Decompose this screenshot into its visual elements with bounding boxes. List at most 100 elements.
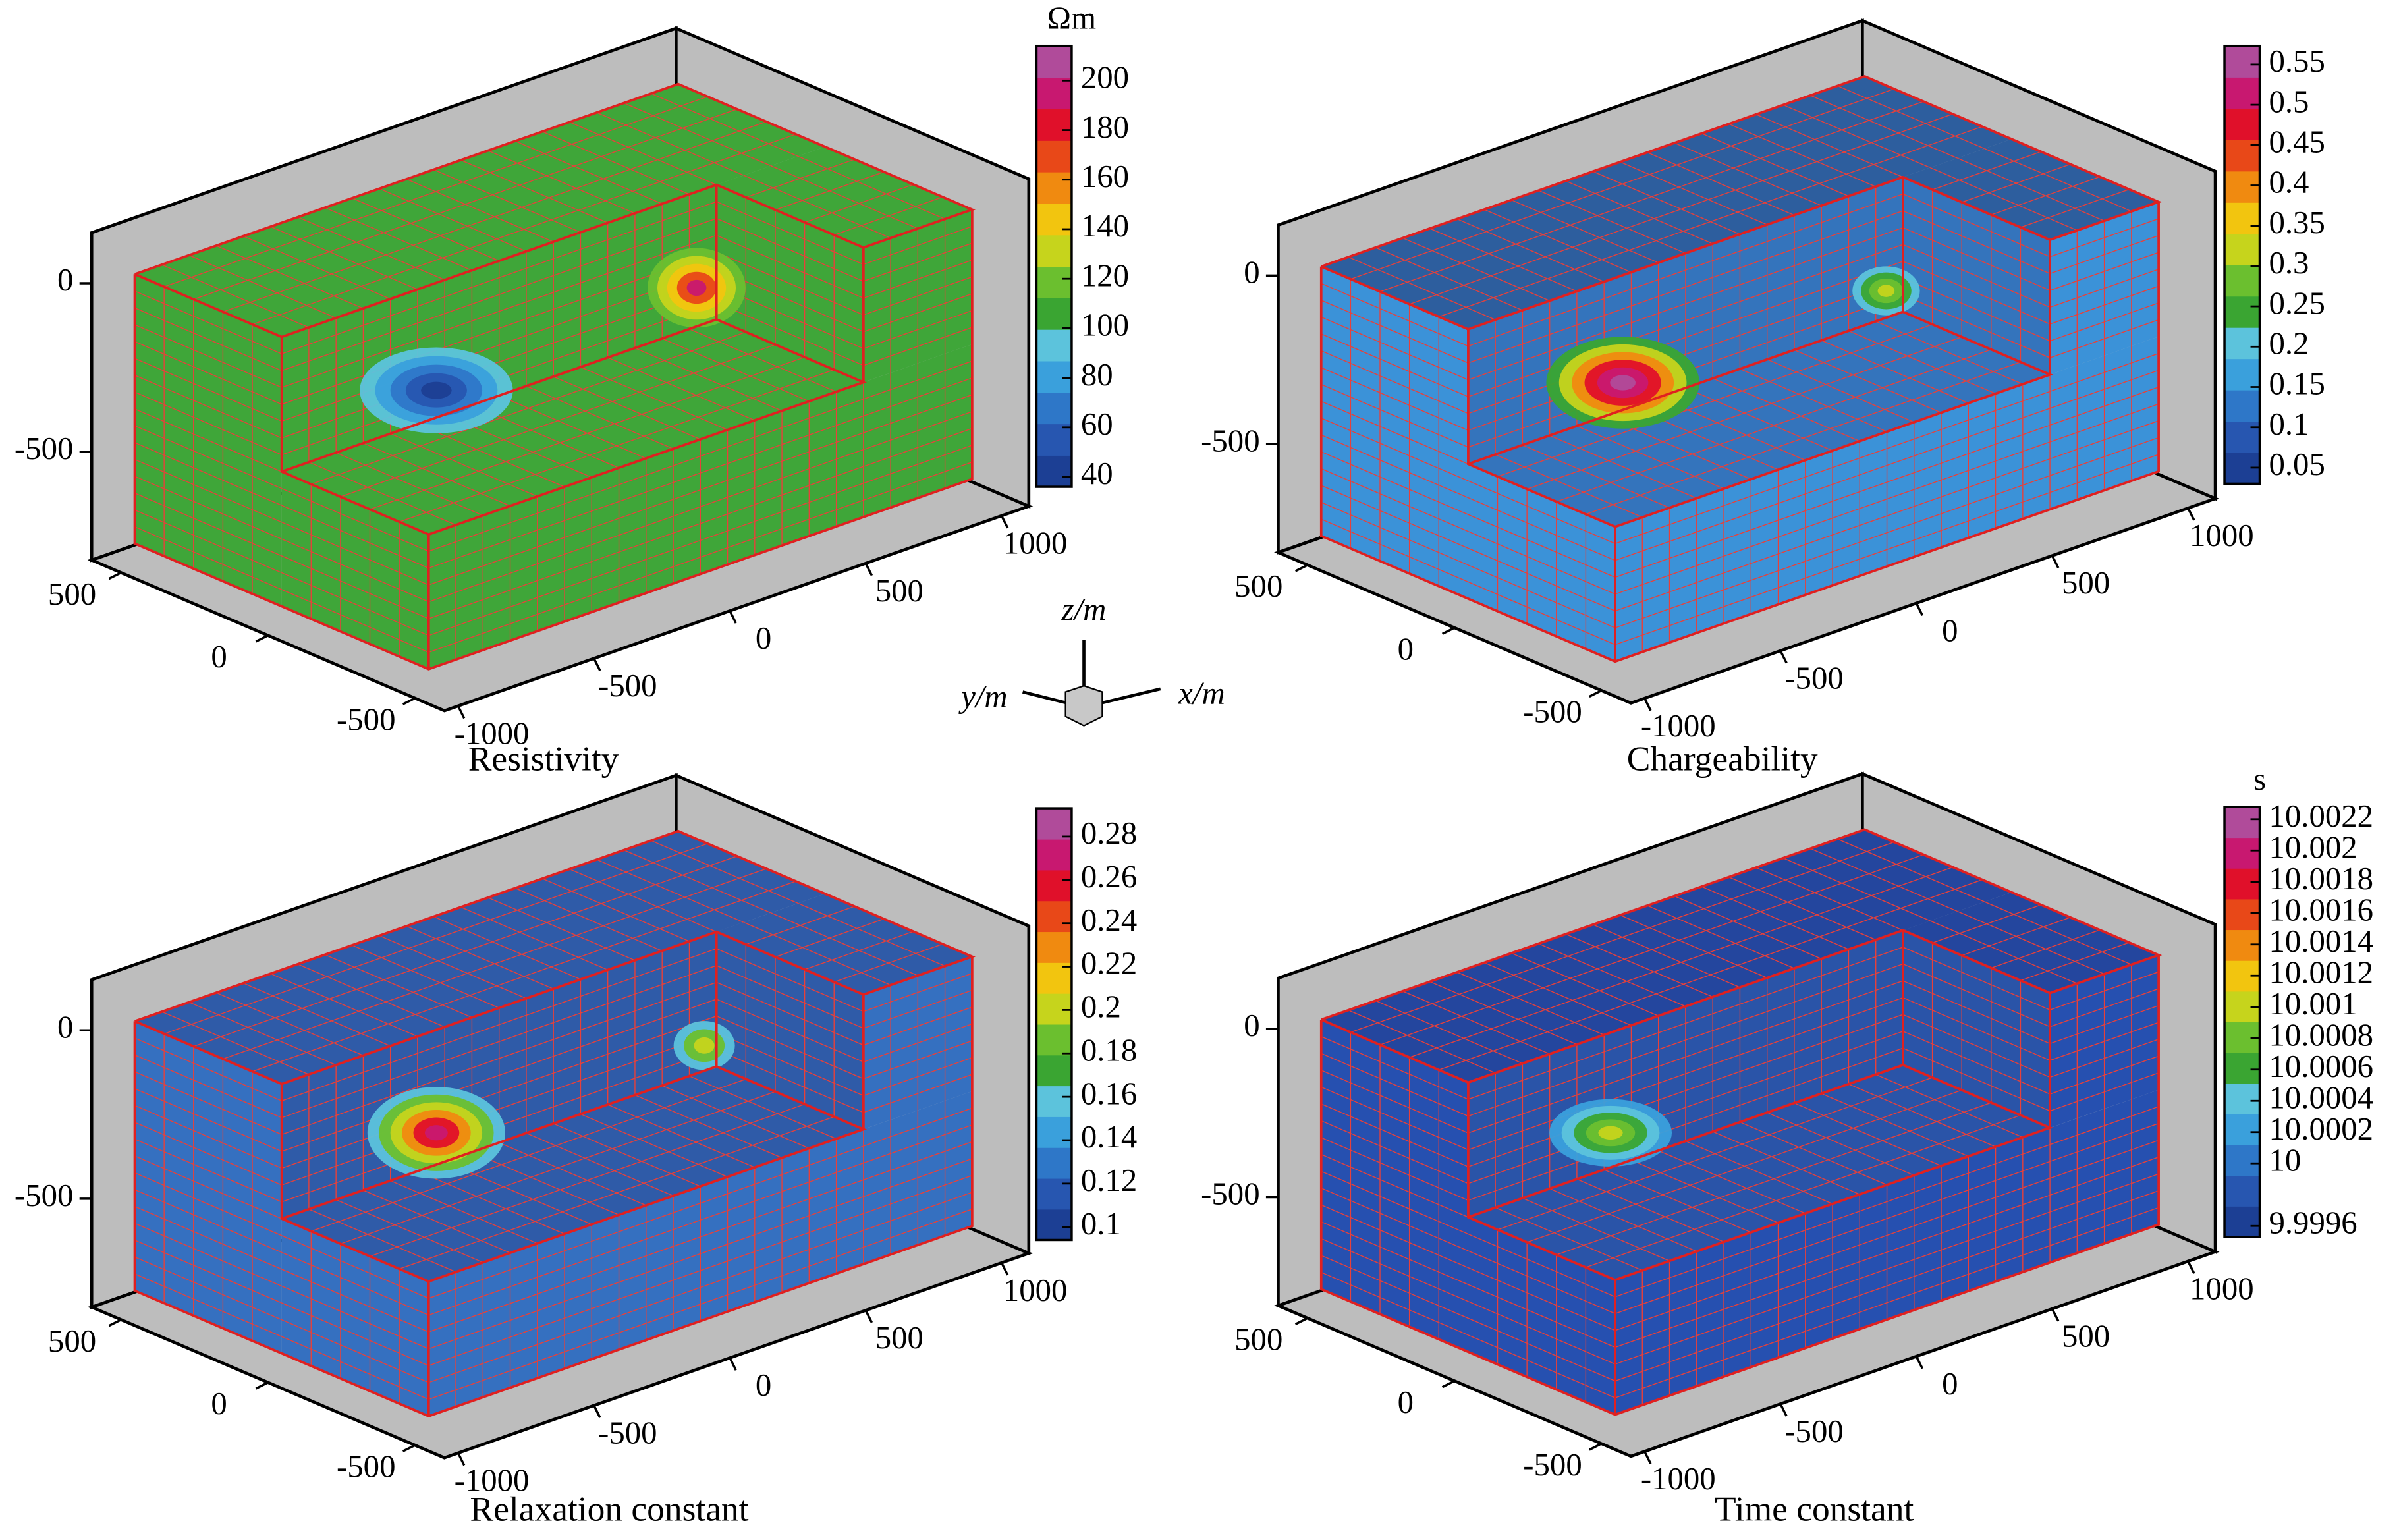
mesh-line [1810,848,1958,912]
colorbar-tick-label: 9.9996 [2269,1205,2357,1240]
mesh-line [651,93,798,157]
mesh-line [252,134,796,325]
x-tick-label: 500 [2062,1319,2110,1354]
mesh-line [161,1011,310,1075]
mesh-line [460,906,608,971]
mesh-line [1603,1169,1751,1233]
colorbar-band [2224,108,2260,140]
mesh-line [1614,1140,2159,1331]
mesh-line [607,1104,756,1168]
mesh-line [1614,1190,2159,1382]
colorbar-band [1036,839,1072,871]
mesh-line [1321,434,1469,499]
anomaly [1598,1126,1623,1140]
colorbar-tick-label: 200 [1081,60,1129,96]
x-tick-label: 500 [2062,565,2110,601]
z-tick-label: -500 [1201,423,1259,458]
mesh-line [1468,244,1904,397]
colorbar-tick-label: 0.16 [1081,1076,1137,1111]
colorbar-band [2224,1144,2260,1176]
mesh-line [1468,514,1616,578]
mesh-line [281,1302,429,1366]
mesh-line [2049,971,2159,1010]
mesh-line [428,1158,973,1350]
mesh-line [1321,1271,1469,1336]
colorbar-band [1036,360,1072,393]
x-tick [456,1452,466,1466]
y-tick-label: 500 [48,576,96,612]
z-tick-label: 0 [1244,255,1259,290]
mesh-line [281,965,717,1118]
mesh-line [428,1174,973,1366]
x-tick [1915,1356,1924,1369]
mesh-line [325,954,472,1018]
colorbar-band [1036,329,1072,362]
mesh-line [1984,148,2132,212]
x-tick-label: 500 [875,573,924,609]
mesh-line [1456,972,1605,1035]
x-tick [1915,602,1924,617]
mesh-line [569,121,717,186]
mesh-line [399,369,835,522]
mesh-line [1375,1000,1523,1064]
mesh-line [340,1091,776,1245]
colorbar-band [1036,298,1072,330]
mesh-line [1614,387,2159,578]
mesh-line [433,916,581,980]
colorbar-band [2224,421,2260,453]
colorbar-band [1036,931,1072,963]
mesh-line [1321,350,1469,414]
colorbar-tick-label: 0.14 [1081,1119,1137,1155]
mesh-line [281,1336,429,1400]
mesh-line [406,925,554,989]
mesh-line [134,1155,282,1219]
mesh-line [223,868,767,1060]
mesh-line [1767,359,1915,423]
mesh-line [252,881,796,1072]
triad-z-label: z/m [1061,591,1107,627]
mesh-line [188,1001,337,1066]
colorbar-band [1036,1086,1072,1117]
mesh-line [863,1074,973,1113]
mesh-line [193,109,738,300]
mesh-line [1321,1154,1469,1218]
mesh-line [1321,468,1469,532]
colorbar-tick-label: 0.05 [2269,447,2325,482]
mesh-line [1468,947,1904,1100]
mesh-line [1468,581,1616,646]
mesh-line [134,1122,282,1186]
colorbar-band [2224,868,2260,900]
x-tick-label: -1000 [455,1463,530,1499]
mesh-line [281,1285,429,1350]
colorbar-band [1036,1116,1072,1148]
mesh-line [134,425,282,489]
mesh-line [607,357,756,421]
mesh-line [1875,321,2024,385]
x-tick-label: -500 [1784,661,1843,696]
mesh-line [716,999,864,1062]
mesh-line [281,268,717,422]
mesh-line [1468,963,1904,1117]
colorbar-band [2224,296,2260,328]
mesh-line [2049,234,2159,275]
mesh-line [281,999,717,1152]
mesh-line [134,358,282,422]
x-tick [1779,650,1788,664]
mesh-line [1614,370,2159,561]
mesh-line [134,1054,282,1118]
mesh-line [1821,1093,1969,1157]
mesh-line [487,897,636,961]
anomaly [424,1125,448,1141]
x-tick-label: 1000 [2190,518,2254,553]
mesh-line [134,509,282,574]
mesh-line [1837,85,1985,150]
colorbar-band [1036,171,1072,204]
mesh-line [1468,1334,1616,1398]
mesh-line [1576,1178,1724,1243]
mesh-line [1468,1233,1616,1298]
z-tick-label: 0 [57,262,73,298]
mesh-line [1402,237,1550,302]
mesh-line [1497,1077,1933,1230]
mesh-line [188,254,337,319]
